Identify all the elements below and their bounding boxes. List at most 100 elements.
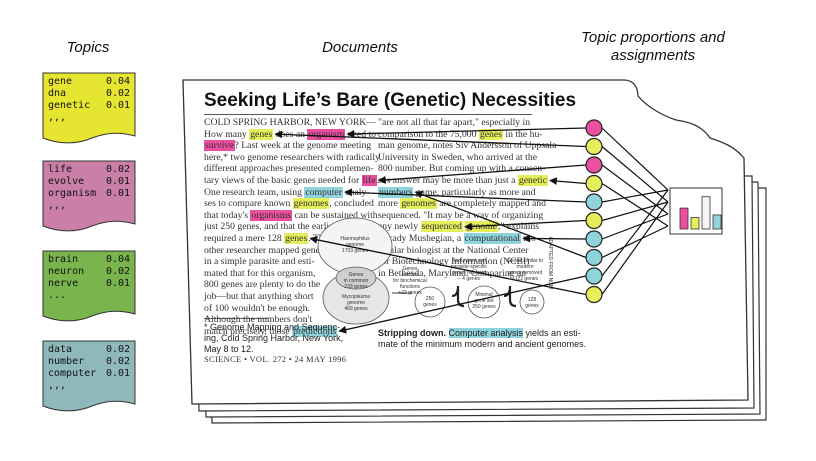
- article-line: How many genes does an organism need to: [204, 128, 380, 141]
- article-line: other researcher mapped genes: [204, 245, 380, 257]
- highlighted-word: genomes: [400, 198, 437, 210]
- highlighted-word: genes: [478, 128, 503, 140]
- highlighted-word: life: [361, 174, 377, 186]
- topic-card-2: life 0.02 evolve 0.01 organism 0.01,,,: [42, 160, 136, 236]
- figure-label-line: 469 genes: [344, 306, 368, 312]
- article-footer: SCIENCE • VOL. 272 • 24 MAY 1996: [204, 354, 347, 364]
- article-line: 800 genes are plenty to do the: [204, 279, 380, 291]
- article-line: of 100 wouldn't be enough.: [204, 303, 380, 315]
- topic-word-row: organism 0.01: [48, 188, 130, 199]
- article-line: comparison to the 75,000 genes in the hu…: [378, 128, 556, 141]
- footnote-rule: [204, 318, 268, 319]
- article-text: tary views of the basic genes needed for: [204, 174, 362, 186]
- article-line: man genome, notes Siv Andersson of Uppsa…: [378, 140, 556, 152]
- topic-word-probability: 0.02: [106, 344, 131, 355]
- article-title: Seeking Life’s Bare (Genetic) Necessitie…: [204, 90, 577, 111]
- article-text: here,* two genome researchers with radic…: [204, 151, 380, 163]
- article-text: job—but that anything short: [204, 290, 314, 302]
- topic-word: evolve: [48, 176, 85, 187]
- article-text: 800 number. But coming up with a consen-: [378, 163, 546, 175]
- article-text: does an: [273, 128, 308, 140]
- article-line: in a simple parasite and esti-: [204, 256, 380, 268]
- topic-word: organism: [48, 188, 97, 199]
- article-line: here,* two genome researchers with radic…: [204, 152, 380, 164]
- topic-word-row: dna 0.02: [48, 88, 130, 99]
- topic-word-row: data 0.02: [48, 344, 130, 355]
- article-line: any newly sequenced genome," explains: [378, 221, 556, 233]
- topic-proportions-heading-line1: Topic proportions and: [581, 29, 725, 46]
- highlighted-word: genes: [284, 232, 309, 244]
- article-text: , concluded: [329, 198, 374, 210]
- article-text: are completely mapped and: [436, 198, 546, 210]
- figure-label-haemophilus: Haemophilus genome 1703 genes: [328, 236, 382, 254]
- topic-word-row: gene 0.04: [48, 76, 130, 87]
- topic-word: number: [48, 356, 85, 367]
- article-line: tary views of the basic genes needed for…: [204, 174, 380, 187]
- topic-card-shape: [42, 160, 136, 232]
- figure-caption-line1: Stripping down. Computer analysis yields…: [378, 328, 586, 339]
- topic-word-probability: 0.04: [106, 76, 131, 87]
- highlighted-word: computer: [304, 186, 343, 198]
- topic-word: genetic: [48, 100, 91, 111]
- caption-highlight: Computer analysis: [448, 328, 524, 338]
- topic-word-row: genetic 0.01: [48, 100, 130, 111]
- highlighted-word: genome: [465, 221, 498, 233]
- article-text: One research team, using: [204, 186, 305, 198]
- article-text: in the hu-: [502, 128, 543, 140]
- article-text: more: [378, 198, 401, 210]
- figure-label-line: 250 genes: [472, 304, 496, 310]
- figure-label-line: –122 genes: [511, 276, 539, 282]
- article-line: COLD SPRING HARBOR, NEW YORK—: [204, 117, 380, 129]
- article-text: need to: [345, 128, 376, 140]
- article-line: different approaches presented complemen…: [204, 163, 380, 175]
- article-line: sus answer may be more than just a genet…: [378, 174, 556, 187]
- article-line: University in Sweden, who arrived at the: [378, 152, 556, 164]
- topic-card-4: data 0.02 number 0.02 computer 0.01,,,: [42, 340, 136, 416]
- article-text: mo-: [520, 232, 539, 244]
- article-text: ? Last week at the genome meeting: [234, 140, 372, 152]
- topic-word-probability: 0.01: [106, 100, 131, 111]
- article-line: ses to compare known genomes, concluded: [204, 198, 380, 210]
- figure-credit: ADAPTED FROM NCBI: [547, 236, 553, 290]
- article-line: numbers game, particularly as more and: [378, 186, 556, 199]
- topic-word: computer: [48, 368, 97, 379]
- topic-word-probability: 0.01: [106, 188, 131, 199]
- article-line: survive? Last week at the genome meeting: [204, 140, 380, 152]
- topic-ellipsis: ,,,: [48, 380, 67, 391]
- article-text: different approaches presented complemen…: [204, 163, 374, 175]
- topic-ellipsis: ,,,: [48, 200, 67, 211]
- article-text: man genome, notes Siv Andersson of Uppsa…: [378, 140, 557, 152]
- topic-word: neuron: [48, 266, 85, 277]
- highlighted-word: computational: [463, 232, 521, 244]
- topic-card-shape: [42, 340, 136, 412]
- topics-heading: Topics: [66, 39, 110, 56]
- figure-label-g128: 128 genes: [520, 297, 544, 309]
- topic-word: life: [48, 164, 73, 175]
- figure-caption-line2: mate of the minimum modern and ancient g…: [378, 339, 587, 349]
- figure-label-line: – 4 genes: [458, 276, 480, 282]
- article-text: 800 genes are plenty to do the: [204, 279, 321, 291]
- article-text: lecular biologist at the National Center: [378, 244, 529, 256]
- figure-label-minimal: Minimal gene set 250 genes: [468, 292, 500, 310]
- highlighted-word: sequenced: [420, 221, 463, 233]
- article-text: sus answer may be more than just a: [378, 174, 518, 186]
- figure-label-common: Genes in common 233 genes: [336, 272, 376, 290]
- footnote-line: ing, Cold Spring Harbor, New York,: [204, 333, 344, 343]
- topic-card-3: brain 0.04 neuron 0.02 nerve 0.01...: [42, 250, 136, 326]
- topic-word: brain: [48, 254, 79, 265]
- figure-label-g250: 250 genes: [416, 296, 444, 308]
- topic-word-row: computer 0.01: [48, 368, 130, 379]
- highlighted-word: organisms: [250, 209, 293, 221]
- article-text: match precisely, those: [204, 325, 293, 337]
- topic-word-probability: 0.04: [106, 254, 131, 265]
- topic-card-shape: [42, 250, 136, 322]
- article-line: Arcady Mushegian, a computational mo-: [378, 232, 556, 245]
- topic-word: data: [48, 344, 73, 355]
- article-text: required a mere 128: [204, 232, 285, 244]
- highlighted-word: genetic: [517, 174, 548, 186]
- article-text: ," explains: [497, 221, 540, 233]
- figure-label-needed: Genes needed for biochemical functions +22 g…: [390, 266, 430, 296]
- topic-word-probability: 0.01: [106, 368, 131, 379]
- article-text: game, particularly as more and: [413, 186, 536, 198]
- article-title-rule: [204, 114, 532, 115]
